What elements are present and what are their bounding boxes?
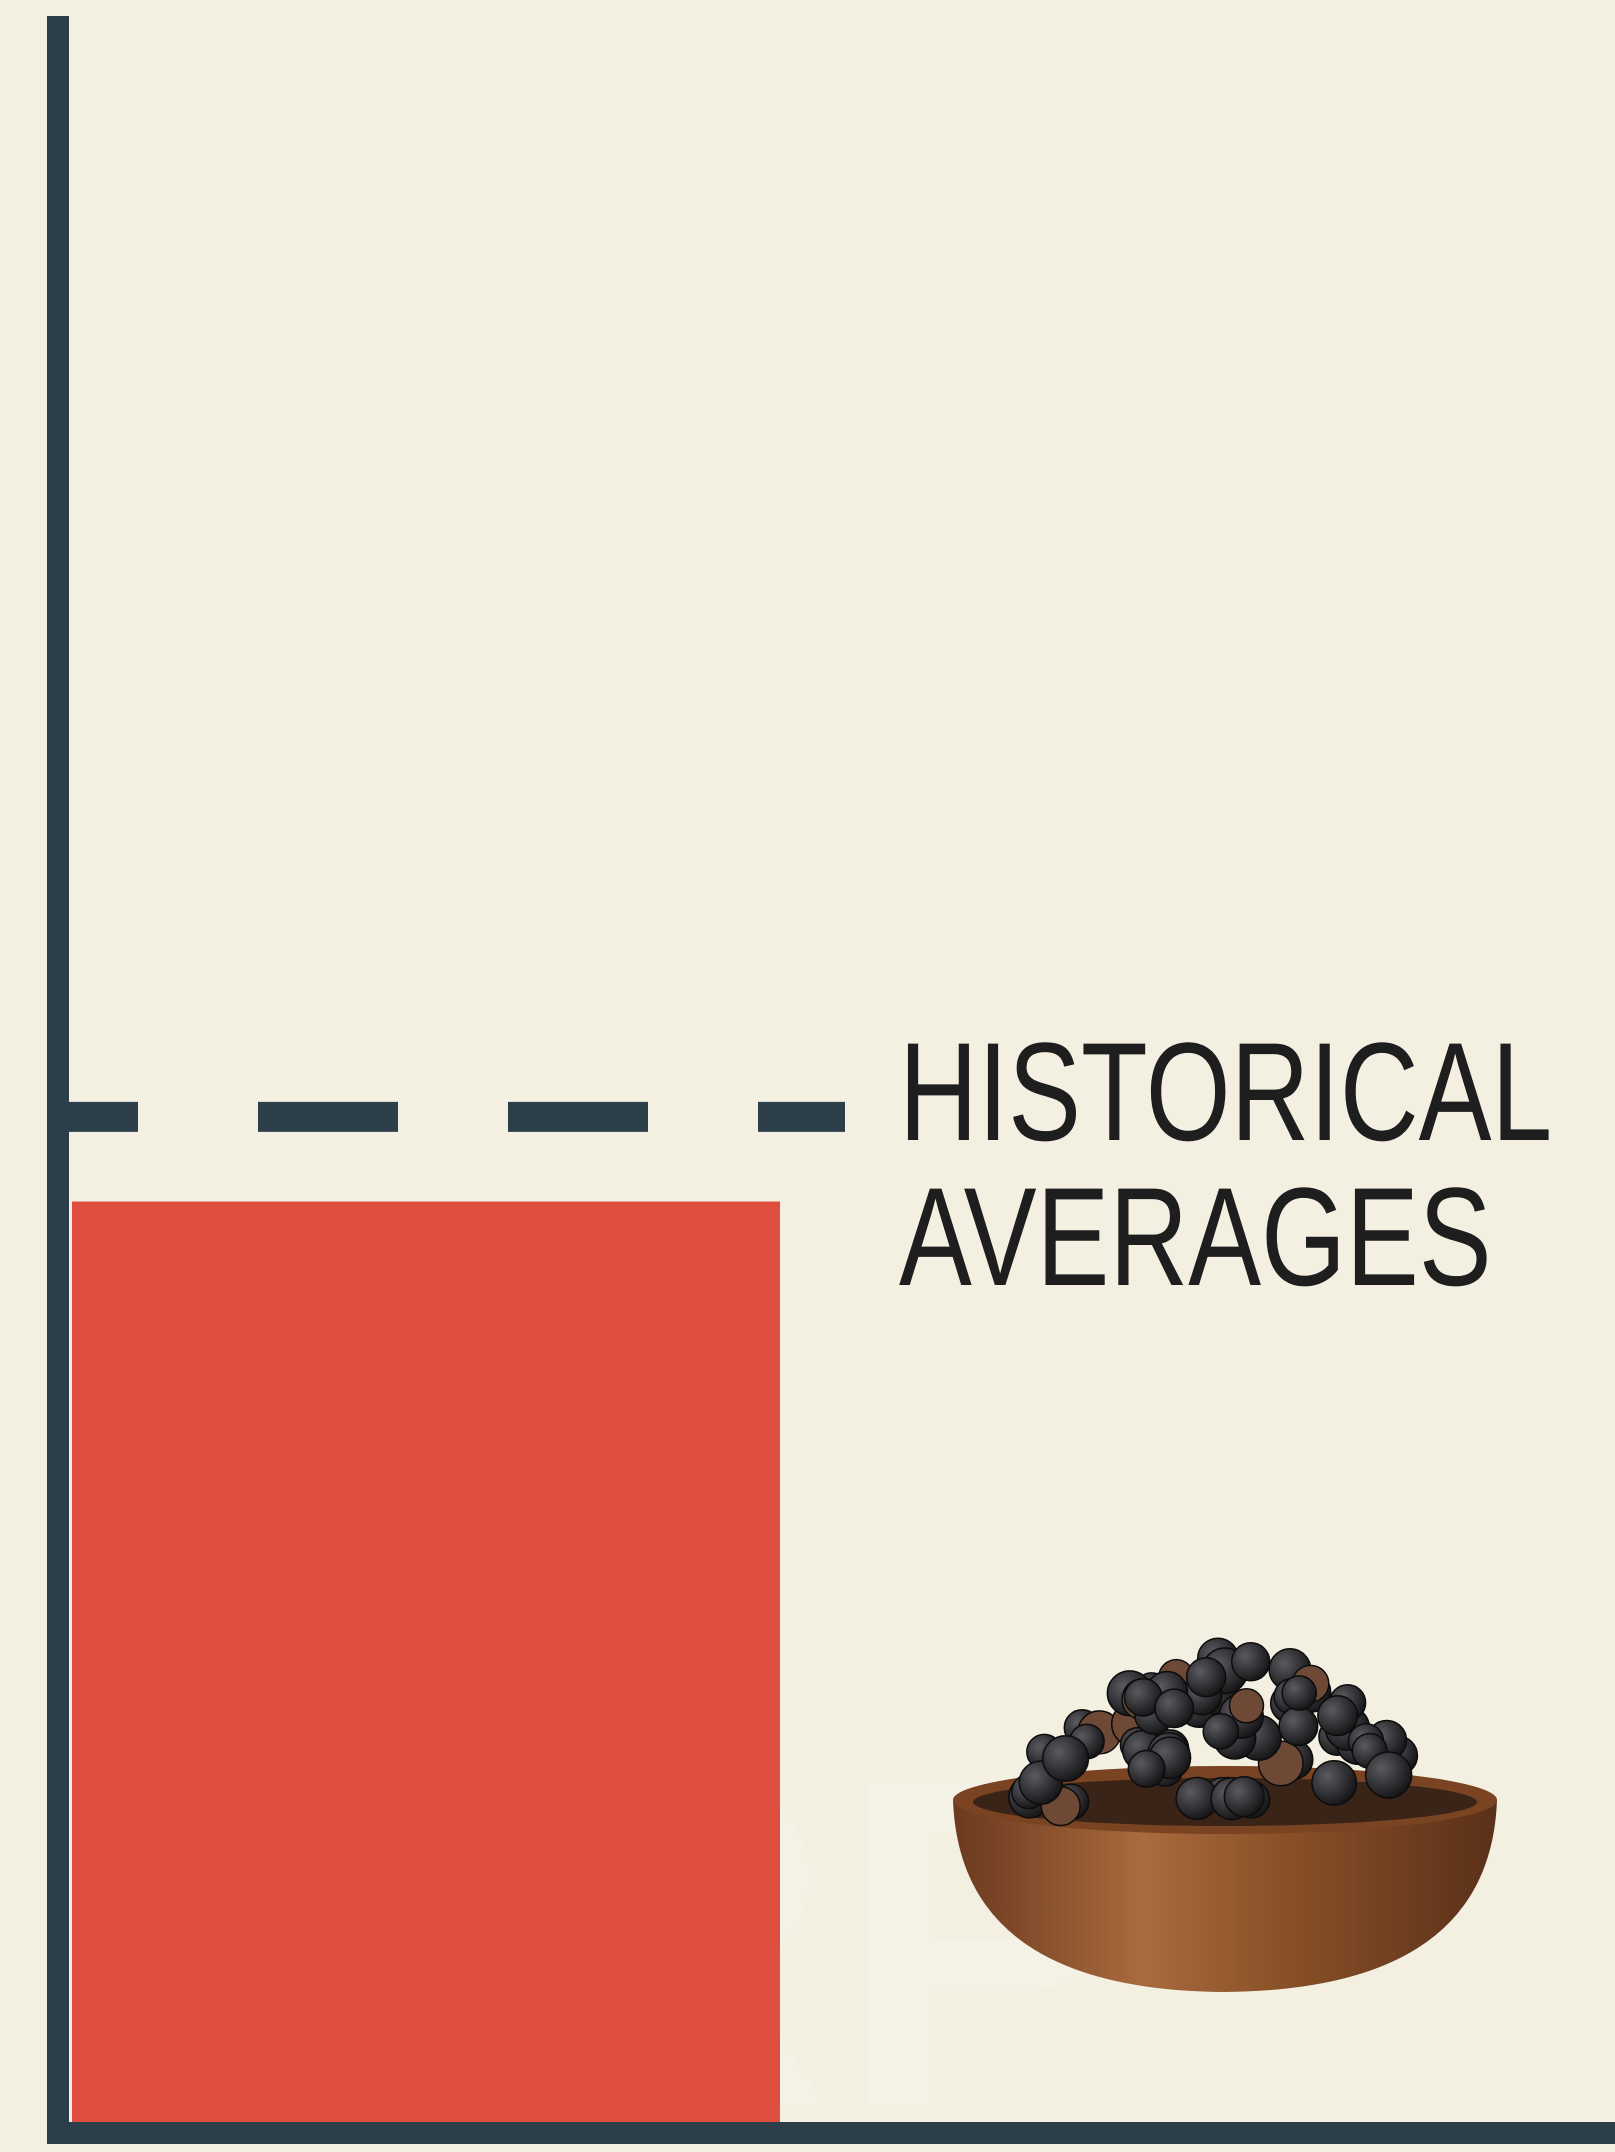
peppercorn — [1154, 1688, 1195, 1729]
peppercorn — [1223, 1776, 1265, 1818]
peppercorn — [1228, 1688, 1265, 1724]
peppercorns — [1008, 1637, 1419, 1827]
peppercorn — [1127, 1749, 1166, 1788]
peppercorn — [1281, 1675, 1318, 1711]
reference-label: HISTORICAL — [899, 1013, 1552, 1170]
peppercorn — [1202, 1712, 1240, 1750]
peppercorn — [1364, 1751, 1413, 1799]
reference-label: AVERAGES — [899, 1158, 1492, 1315]
peppercorn — [1042, 1734, 1090, 1783]
peppercorn — [1278, 1706, 1319, 1747]
peppercorn — [1311, 1759, 1358, 1806]
peppercorn — [1317, 1694, 1359, 1737]
bowl-body — [953, 1800, 1497, 1992]
peppercorn — [1185, 1656, 1227, 1698]
pepper-bowl — [953, 1637, 1497, 1992]
bar — [72, 1201, 780, 2133]
plot-area: ORPHISTORICALAVERAGES — [47, 16, 1615, 2152]
peppercorn — [1230, 1642, 1271, 1682]
